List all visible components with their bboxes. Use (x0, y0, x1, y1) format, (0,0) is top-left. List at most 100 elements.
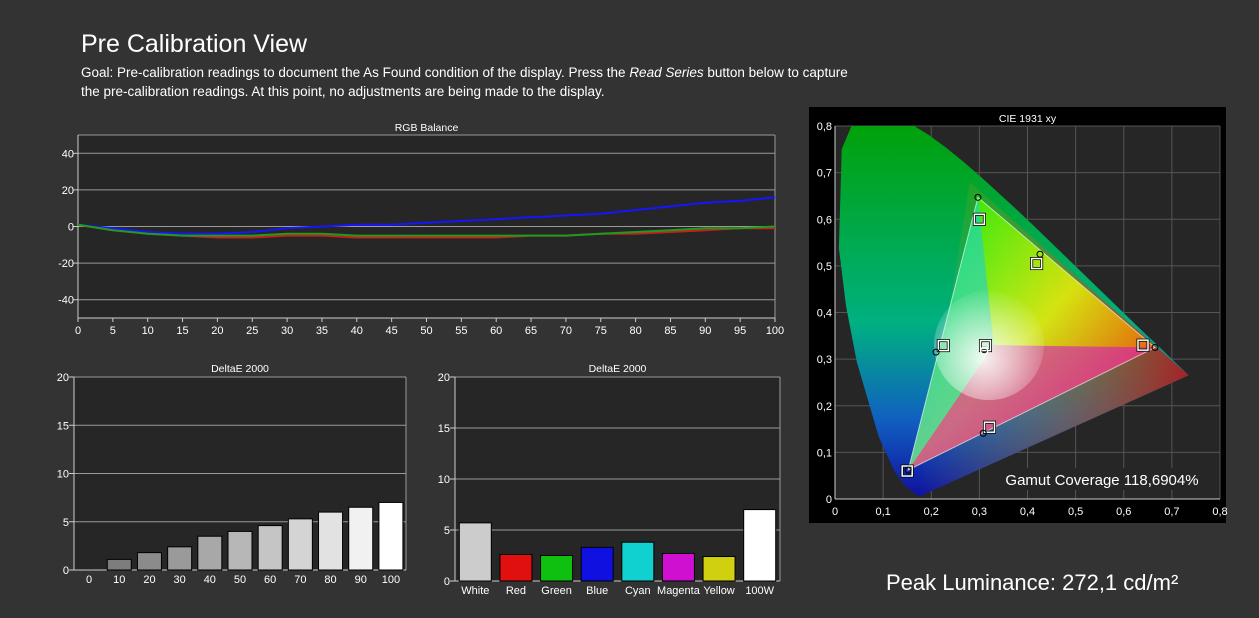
y-tick-label: 0,3 (817, 354, 832, 366)
y-tick-label: 0 (444, 576, 450, 588)
measured-point (979, 429, 987, 437)
bar (257, 525, 283, 571)
chart-title: RGB Balance (395, 122, 459, 134)
x-tick-label: 0 (75, 325, 81, 337)
bar (702, 556, 736, 582)
x-tick-label: 15 (176, 325, 188, 337)
white-measured (979, 346, 989, 355)
deltae-colors-chart: 0 5 10 15 20 DeltaE 2000 White Red Green Blue Cyan… (438, 363, 781, 597)
y-tick-label: 0,4 (817, 308, 832, 320)
x-tick-label: 95 (734, 325, 746, 337)
bar (621, 541, 655, 582)
bar (197, 535, 223, 571)
x-tick-label: 100W (745, 585, 774, 597)
y-tick-label: 0,1 (817, 447, 832, 459)
x-tick-label: 10 (113, 574, 125, 586)
rgb-balance-chart: -40 -20 0 20 40 0 5 10 15 20 25 30 35 40 45 50 55 60 65 70 7… (58, 122, 784, 337)
x-tick-label: 20 (143, 574, 155, 586)
x-tick-label: 45 (386, 325, 398, 337)
deltae-grayscale-chart: 0 5 10 15 20 DeltaE 2000 0 10 20 30 40 50 60 70 80 90 10… (57, 363, 407, 586)
bar (378, 501, 404, 571)
x-tick-label: 0 (86, 574, 92, 586)
x-tick-label: 90 (355, 574, 367, 586)
chart-title: DeltaE 2000 (211, 363, 269, 375)
chart-title: DeltaE 2000 (589, 363, 647, 375)
y-tick-label: 15 (438, 423, 450, 435)
series-line-0 (77, 196, 776, 235)
y-tick-label: 0,6 (817, 214, 832, 226)
y-tick-label: 40 (62, 148, 74, 160)
page-title: Pre Calibration View (81, 30, 308, 58)
y-tick-label: 0,5 (817, 261, 832, 273)
x-tick-label: 30 (281, 325, 293, 337)
gamut-outline (907, 196, 1156, 472)
y-tick-label: 20 (438, 372, 450, 384)
bar (499, 553, 533, 582)
y-tick-label: 5 (444, 525, 450, 537)
chart-title: CIE 1931 xy (999, 113, 1057, 125)
x-tick-label: Magenta (657, 585, 701, 597)
target-square (983, 421, 996, 433)
y-tick-label: 0 (826, 494, 832, 506)
x-tick-label: 50 (234, 574, 246, 586)
bar (580, 546, 614, 582)
series-line-2 (77, 223, 776, 237)
peak-luminance: Peak Luminance: 272,1 cd/m² (886, 570, 1179, 595)
y-tick-label: 20 (62, 185, 74, 197)
bar (458, 522, 492, 582)
x-tick-label: Green (541, 585, 572, 597)
measured-point (974, 193, 982, 201)
target-square (937, 339, 950, 352)
x-tick-label: 0,6 (1116, 506, 1131, 518)
x-tick-label: 0,2 (924, 506, 939, 518)
gamut-label-box (992, 468, 1213, 490)
x-tick-label: 20 (211, 325, 223, 337)
x-tick-label: 60 (490, 325, 502, 337)
y-tick-label: 10 (57, 469, 69, 481)
bar (227, 530, 253, 571)
bar (106, 558, 132, 571)
y-tick-label: 10 (438, 474, 450, 486)
x-tick-label: 50 (420, 325, 432, 337)
x-tick-label: 55 (455, 325, 467, 337)
x-tick-label: 70 (560, 325, 572, 337)
x-tick-label: 80 (629, 325, 641, 337)
x-tick-label: 75 (595, 325, 607, 337)
bar (136, 552, 162, 571)
gamut-magenta (908, 345, 1156, 471)
goal-suffix: button below to capture the pre-calibrat… (81, 65, 848, 99)
x-tick-label: 10 (142, 325, 154, 337)
x-tick-label: 100 (382, 574, 400, 586)
x-tick-label: Cyan (625, 585, 651, 597)
measured-point (932, 348, 940, 356)
x-tick-label: 0 (832, 506, 838, 518)
x-tick-label: 65 (525, 325, 537, 337)
target-square (901, 465, 913, 477)
measured-point (904, 466, 912, 474)
x-tick-label: 0,8 (1212, 506, 1227, 518)
target-square (1137, 339, 1149, 351)
x-tick-label: 0,7 (1164, 506, 1179, 518)
y-tick-label: -20 (58, 258, 74, 270)
x-tick-label: 70 (294, 574, 306, 586)
bar (167, 546, 193, 571)
x-tick-label: 90 (699, 325, 711, 337)
bar (743, 509, 777, 582)
y-tick-label: 0,2 (817, 401, 832, 413)
x-tick-label: 40 (204, 574, 216, 586)
bar (661, 552, 695, 582)
target-square (1030, 257, 1043, 270)
x-tick-label: Yellow (703, 585, 734, 597)
y-tick-label: 20 (57, 372, 69, 384)
x-tick-label: 35 (316, 325, 328, 337)
y-tick-label: 0 (68, 222, 74, 234)
x-tick-label: 25 (246, 325, 258, 337)
x-tick-label: Blue (586, 585, 608, 597)
target-square (979, 339, 992, 352)
bar (287, 518, 313, 571)
y-tick-label: 5 (63, 517, 69, 529)
x-tick-label: White (461, 585, 489, 597)
bar (348, 506, 374, 571)
target-square (973, 213, 986, 225)
